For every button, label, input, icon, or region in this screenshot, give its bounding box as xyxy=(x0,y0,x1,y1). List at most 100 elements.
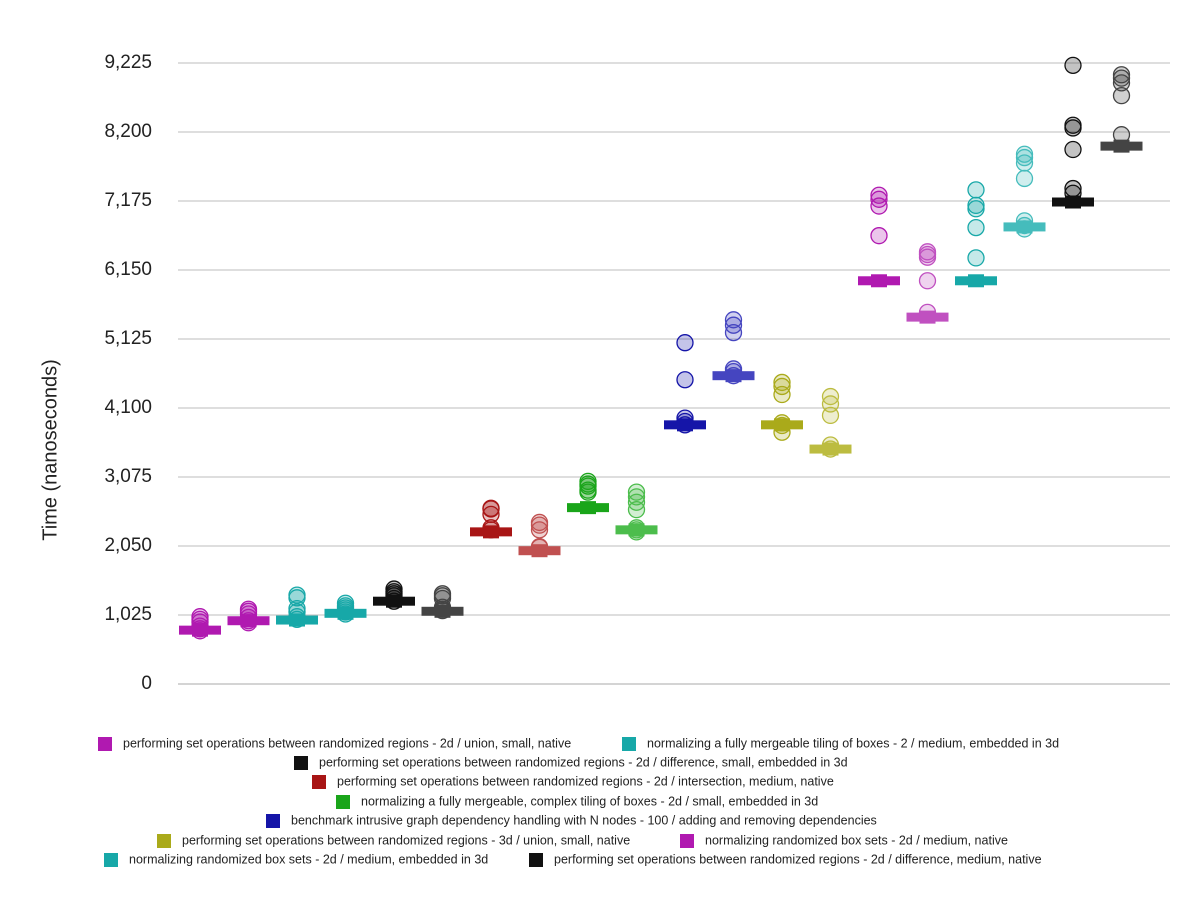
median-marker xyxy=(1065,195,1081,209)
data-point xyxy=(773,373,791,392)
series-column xyxy=(276,586,318,629)
y-tick-label: 2,050 xyxy=(104,535,152,556)
data-point xyxy=(870,227,888,245)
series-column xyxy=(858,186,900,288)
series-column xyxy=(324,594,367,623)
legend-item: performing set operations between random… xyxy=(98,736,571,751)
data-point xyxy=(627,493,646,511)
median-marker xyxy=(483,525,499,539)
legend-item: benchmark intrusive graph dependency han… xyxy=(266,813,877,828)
legend-label: performing set operations between random… xyxy=(182,833,630,847)
y-tick-label: 4,100 xyxy=(104,397,152,418)
data-point xyxy=(530,513,549,532)
series-column xyxy=(809,387,852,458)
legend-swatch xyxy=(157,834,171,848)
legend-swatch xyxy=(529,853,543,867)
median-marker xyxy=(1113,139,1130,153)
data-point xyxy=(288,586,306,604)
series-column xyxy=(567,472,609,515)
median-marker xyxy=(434,604,451,618)
median-marker xyxy=(289,613,305,627)
data-point xyxy=(627,488,646,506)
legend-swatch xyxy=(680,834,694,848)
median-marker xyxy=(628,523,645,537)
data-point xyxy=(724,311,743,329)
series-column xyxy=(1100,66,1143,153)
legend-label: benchmark intrusive graph dependency han… xyxy=(291,813,877,827)
y-tick-label: 7,175 xyxy=(104,190,152,211)
data-point xyxy=(967,196,985,215)
median-marker xyxy=(968,274,984,288)
y-tick-label: 8,200 xyxy=(104,121,152,142)
legend-swatch xyxy=(104,853,118,867)
data-point xyxy=(773,377,791,396)
median-marker xyxy=(822,442,839,456)
series-column xyxy=(421,585,464,620)
data-point xyxy=(1015,145,1034,163)
data-point xyxy=(1064,140,1082,159)
data-point xyxy=(1112,66,1131,84)
y-tick-label: 0 xyxy=(141,673,152,694)
legend-label: normalizing a fully mergeable, complex t… xyxy=(361,794,818,808)
legend-label: performing set operations between random… xyxy=(319,755,848,769)
data-point xyxy=(967,249,985,267)
data-point xyxy=(579,481,597,499)
data-point xyxy=(1064,116,1082,134)
median-marker xyxy=(677,418,693,432)
legend-item: normalizing a fully mergeable tiling of … xyxy=(622,736,1059,751)
legend-label: normalizing randomized box sets - 2d / m… xyxy=(705,833,1008,847)
data-point xyxy=(870,186,888,204)
legend-label: normalizing randomized box sets - 2d / m… xyxy=(129,852,488,866)
data-point xyxy=(724,316,743,334)
median-marker xyxy=(1016,220,1033,234)
legend-item: performing set operations between random… xyxy=(294,755,848,770)
median-marker xyxy=(774,418,790,432)
series-column xyxy=(906,243,949,324)
median-marker xyxy=(240,614,257,628)
legend-item: performing set operations between random… xyxy=(157,833,630,848)
data-point xyxy=(676,334,694,352)
legend-label: performing set operations between random… xyxy=(337,774,834,788)
data-point xyxy=(1015,154,1034,172)
legend-swatch xyxy=(336,795,350,809)
series-column xyxy=(955,181,997,288)
series-column xyxy=(712,311,755,385)
data-point xyxy=(1064,56,1082,75)
legend-item: performing set operations between random… xyxy=(529,852,1042,867)
legend-item: performing set operations between random… xyxy=(312,774,834,789)
median-marker xyxy=(919,310,936,324)
data-point xyxy=(1112,86,1131,105)
data-point xyxy=(627,483,646,501)
data-point xyxy=(967,218,985,237)
legend-label: performing set operations between random… xyxy=(123,736,571,750)
median-marker xyxy=(337,606,354,620)
data-point xyxy=(482,499,500,517)
data-point xyxy=(821,387,840,406)
legend-swatch xyxy=(312,775,326,789)
legend: performing set operations between random… xyxy=(98,736,1059,867)
series-column xyxy=(179,608,221,640)
legend-swatch xyxy=(266,814,280,828)
series-column xyxy=(664,334,706,434)
legend-label: performing set operations between random… xyxy=(554,852,1042,866)
y-axis-ticks: 0 1,025 2,050 3,075 4,100 5,125 6,150 7,175 8,20… xyxy=(104,52,152,694)
y-tick-label: 1,025 xyxy=(104,604,152,625)
data-point xyxy=(1015,169,1034,188)
data-point xyxy=(918,243,937,261)
y-tick-label: 5,125 xyxy=(104,328,152,349)
data-point xyxy=(385,580,403,598)
median-marker xyxy=(725,369,742,383)
series-column xyxy=(518,513,561,558)
data-point xyxy=(579,472,597,491)
series-column xyxy=(1003,145,1046,238)
median-marker xyxy=(580,501,596,515)
data-point xyxy=(433,585,452,603)
series-layer xyxy=(179,56,1143,640)
series-column xyxy=(470,499,512,539)
legend-swatch xyxy=(98,737,112,751)
legend-item: normalizing a fully mergeable, complex t… xyxy=(336,794,818,809)
y-axis-label: Time (nanoseconds) xyxy=(39,359,61,541)
y-tick-label: 9,225 xyxy=(104,52,152,73)
series-column xyxy=(1052,56,1094,209)
